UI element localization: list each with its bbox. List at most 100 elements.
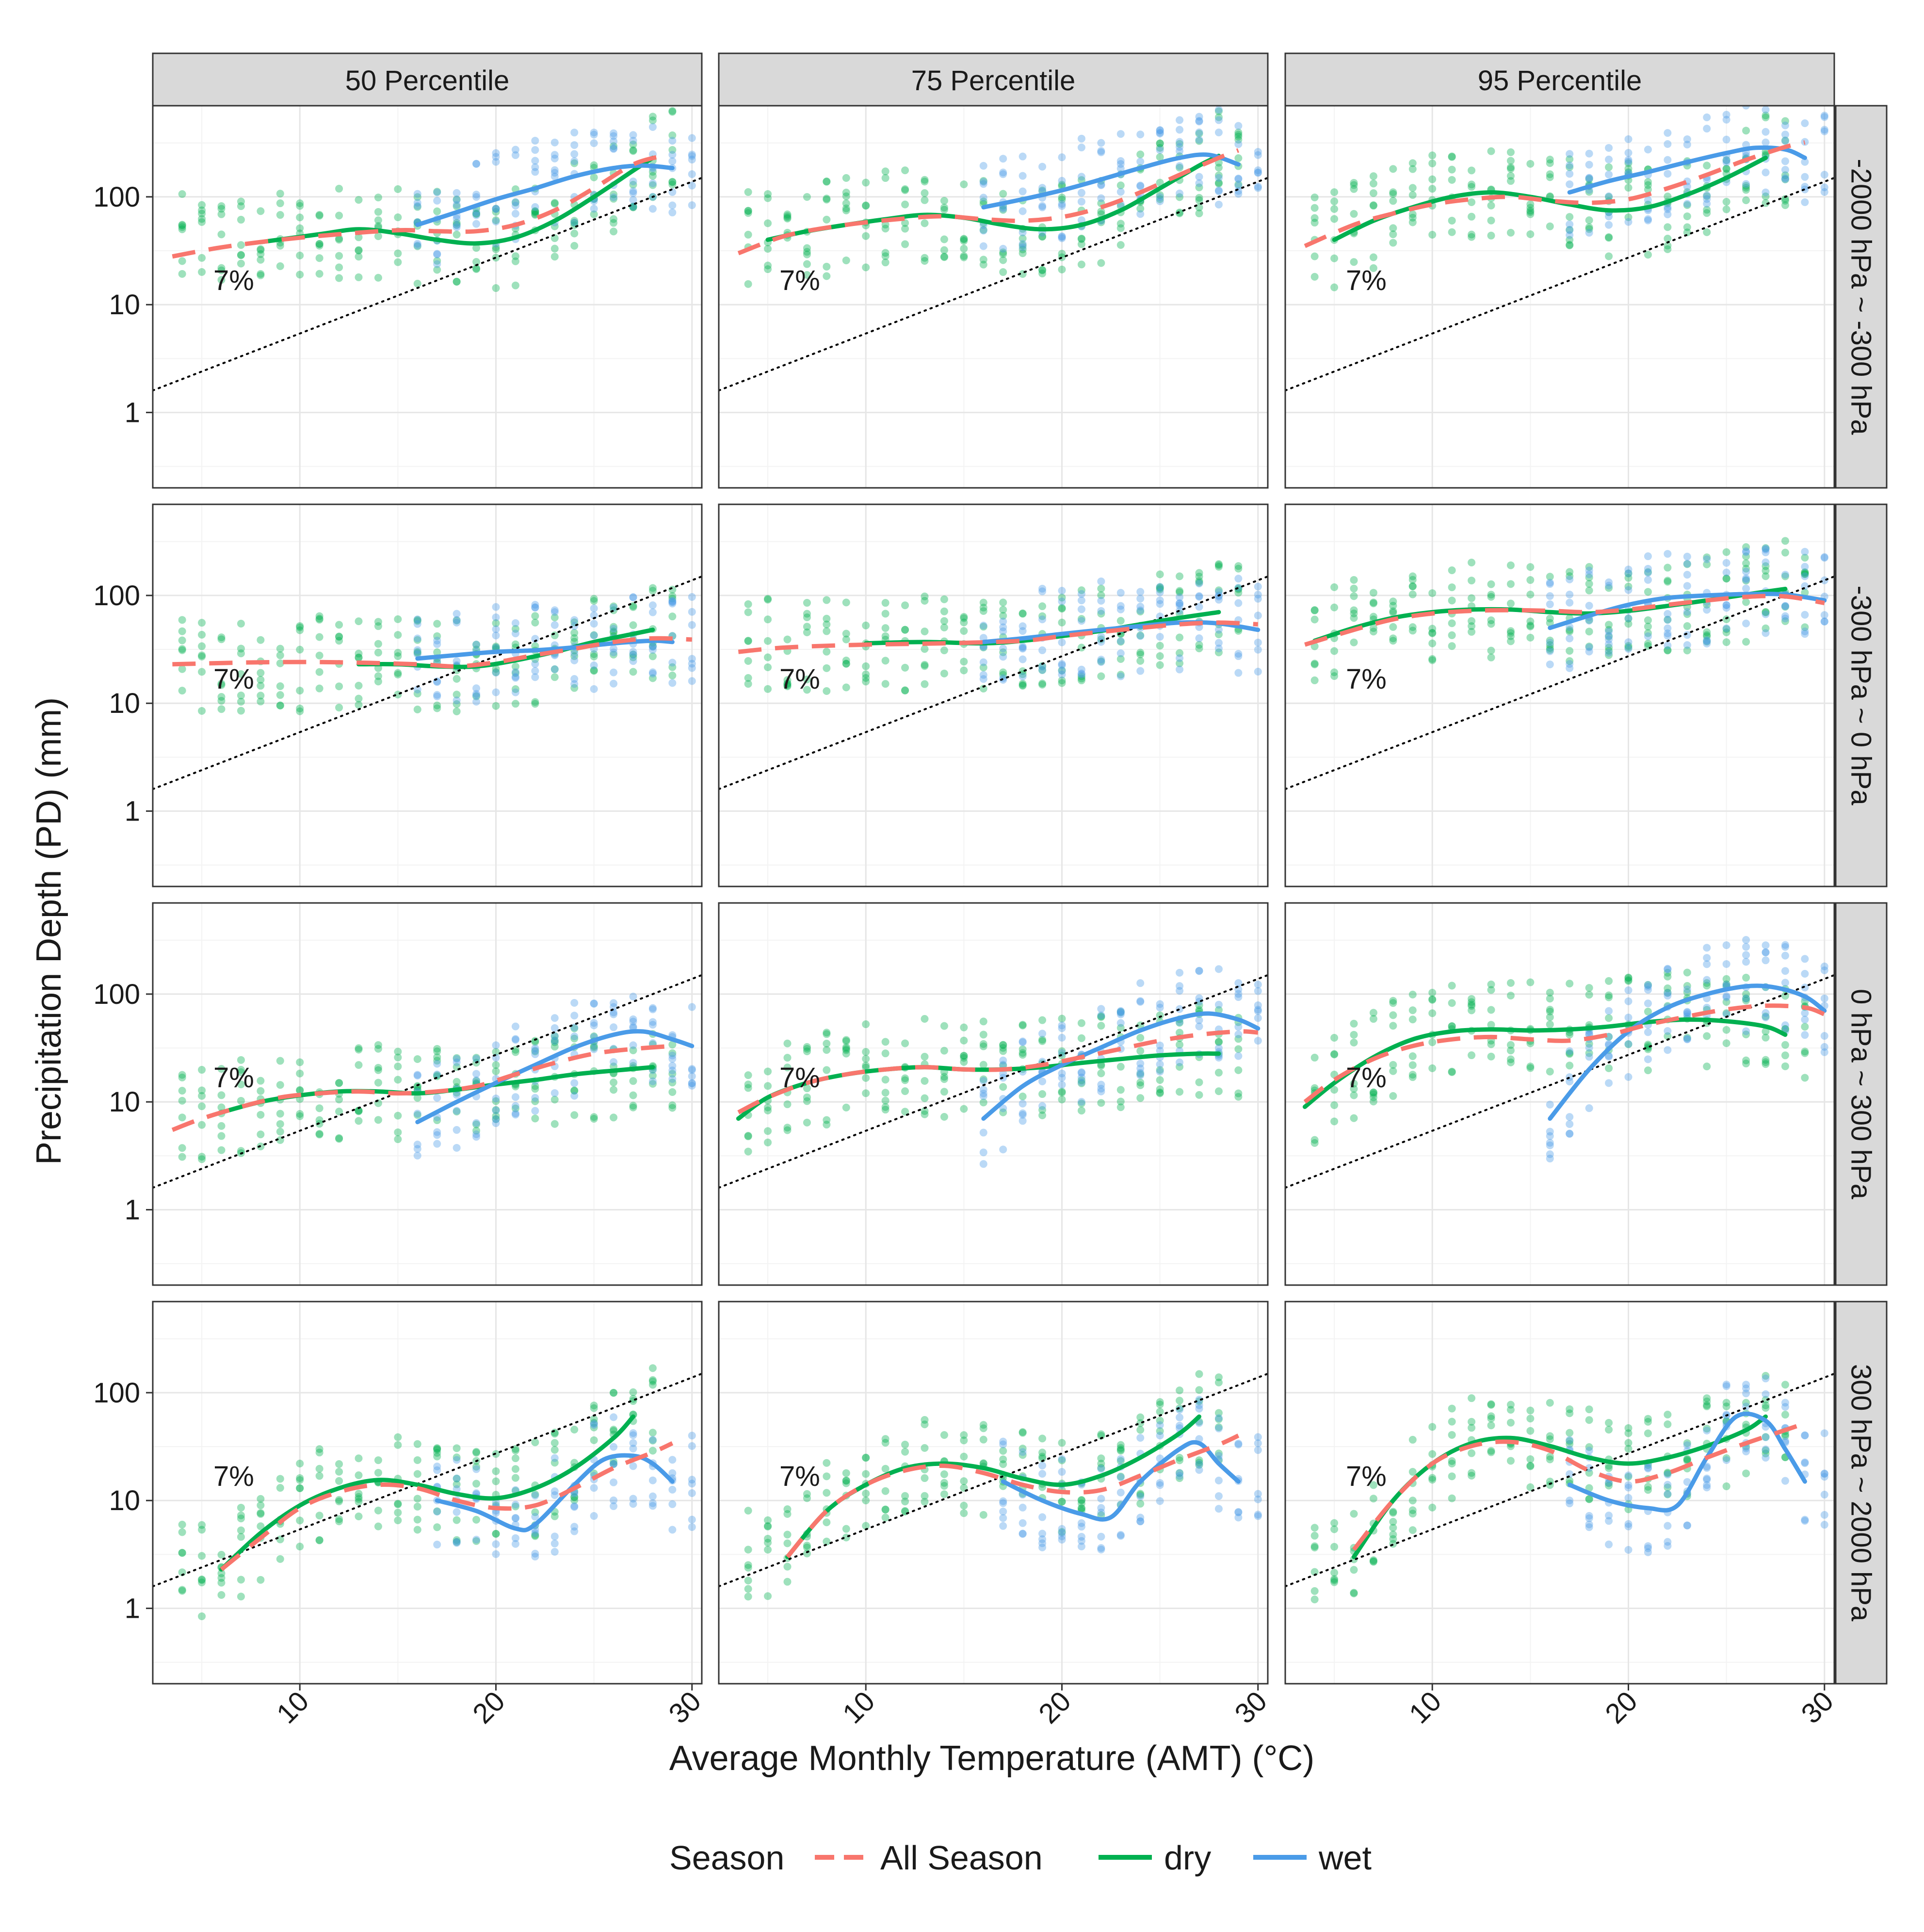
data-point-wet xyxy=(531,601,539,609)
data-point-dry xyxy=(237,197,245,206)
column-strip-label: 50 Percentile xyxy=(345,65,510,97)
data-point-wet xyxy=(1234,1508,1243,1516)
data-point-wet xyxy=(1234,669,1243,677)
data-point-wet xyxy=(1703,195,1711,203)
data-point-dry xyxy=(1408,590,1417,598)
data-point-wet xyxy=(1624,614,1633,622)
data-point-wet xyxy=(610,1413,618,1421)
data-point-wet xyxy=(1820,553,1828,561)
data-point-dry xyxy=(1116,1472,1125,1481)
data-point-dry xyxy=(1176,1474,1184,1482)
data-point-dry xyxy=(960,180,968,189)
data-point-wet xyxy=(550,621,559,629)
data-point-dry xyxy=(629,1046,637,1054)
data-point-dry xyxy=(1038,612,1047,620)
data-point-dry xyxy=(355,1061,363,1069)
data-point-dry xyxy=(940,617,948,625)
data-point-dry xyxy=(1195,129,1203,138)
data-point-wet xyxy=(531,137,539,145)
data-point-wet xyxy=(1156,126,1164,134)
data-point-dry xyxy=(590,597,598,605)
data-point-wet xyxy=(688,1072,696,1080)
data-point-wet xyxy=(1058,1069,1066,1078)
data-point-dry xyxy=(472,264,481,273)
data-point-dry xyxy=(1428,1038,1437,1046)
data-point-dry xyxy=(921,1474,929,1482)
data-point-dry xyxy=(1136,1070,1145,1078)
data-point-dry xyxy=(1214,179,1223,188)
data-point-dry xyxy=(1408,1526,1417,1534)
data-point-wet xyxy=(688,170,696,178)
data-point-dry xyxy=(842,657,850,665)
data-point-dry xyxy=(648,116,657,125)
data-point-dry xyxy=(1408,165,1417,173)
data-point-wet xyxy=(610,137,618,145)
data-point-wet xyxy=(1605,628,1613,636)
data-point-dry xyxy=(335,185,343,193)
data-point-wet xyxy=(1820,1469,1828,1478)
data-point-wet xyxy=(511,198,519,206)
data-point-wet xyxy=(688,1432,696,1440)
data-point-dry xyxy=(1448,1457,1456,1465)
data-point-wet xyxy=(550,1032,559,1040)
data-point-wet xyxy=(1762,949,1770,957)
series-line-all-season xyxy=(737,148,1240,256)
data-point-dry xyxy=(610,227,618,236)
data-point-dry xyxy=(1624,159,1633,167)
data-point-dry xyxy=(335,1496,343,1504)
data-point-dry xyxy=(1214,1038,1223,1046)
data-point-wet xyxy=(1762,941,1770,950)
data-point-dry xyxy=(1526,1415,1535,1423)
data-point-dry xyxy=(1428,995,1437,1003)
data-point-wet xyxy=(688,660,696,668)
data-point-wet xyxy=(688,1081,696,1090)
data-point-dry xyxy=(803,1494,811,1502)
data-point-dry xyxy=(1214,171,1223,179)
data-point-wet xyxy=(1722,111,1730,119)
data-point-dry xyxy=(296,1474,304,1482)
data-point-wet xyxy=(1624,1014,1633,1022)
data-point-dry xyxy=(1330,188,1339,196)
data-point-wet xyxy=(1820,1470,1828,1478)
data-point-wet xyxy=(1019,1111,1027,1119)
data-point-dry xyxy=(764,596,772,604)
data-point-dry xyxy=(433,1452,441,1461)
data-point-wet xyxy=(1664,624,1672,632)
data-point-dry xyxy=(862,1074,870,1082)
data-point-wet xyxy=(1156,633,1164,641)
data-point-dry xyxy=(531,618,539,627)
data-point-dry xyxy=(1644,616,1652,625)
data-point-wet xyxy=(492,1550,500,1558)
data-point-wet xyxy=(590,1484,598,1492)
data-point-wet xyxy=(1234,1030,1243,1038)
data-point-dry xyxy=(744,680,752,688)
data-point-wet xyxy=(610,145,618,153)
data-point-wet xyxy=(1605,640,1613,648)
data-point-wet xyxy=(1762,548,1770,557)
data-point-dry xyxy=(1448,1068,1456,1076)
data-point-wet xyxy=(1274,1049,1281,1057)
data-point-wet xyxy=(629,1015,637,1023)
data-point-dry xyxy=(355,1107,363,1115)
data-point-wet xyxy=(1156,197,1164,206)
data-point-dry xyxy=(803,260,811,268)
data-point-dry xyxy=(296,622,304,630)
data-point-dry xyxy=(1468,617,1476,625)
data-point-wet xyxy=(492,1119,500,1127)
data-point-dry xyxy=(1801,588,1809,596)
data-point-wet xyxy=(1058,1033,1066,1042)
data-point-dry xyxy=(217,635,226,644)
data-point-dry xyxy=(472,1127,481,1135)
data-point-wet xyxy=(433,1060,441,1068)
data-point-wet xyxy=(999,653,1007,661)
data-point-dry xyxy=(570,1034,579,1043)
data-point-dry xyxy=(960,1452,968,1461)
data-point-dry xyxy=(315,1129,323,1138)
data-point-wet xyxy=(1097,148,1105,157)
data-point-dry xyxy=(1214,163,1223,172)
data-point-wet xyxy=(1605,1079,1613,1087)
data-point-wet xyxy=(472,1535,481,1544)
data-point-wet xyxy=(1781,175,1789,183)
